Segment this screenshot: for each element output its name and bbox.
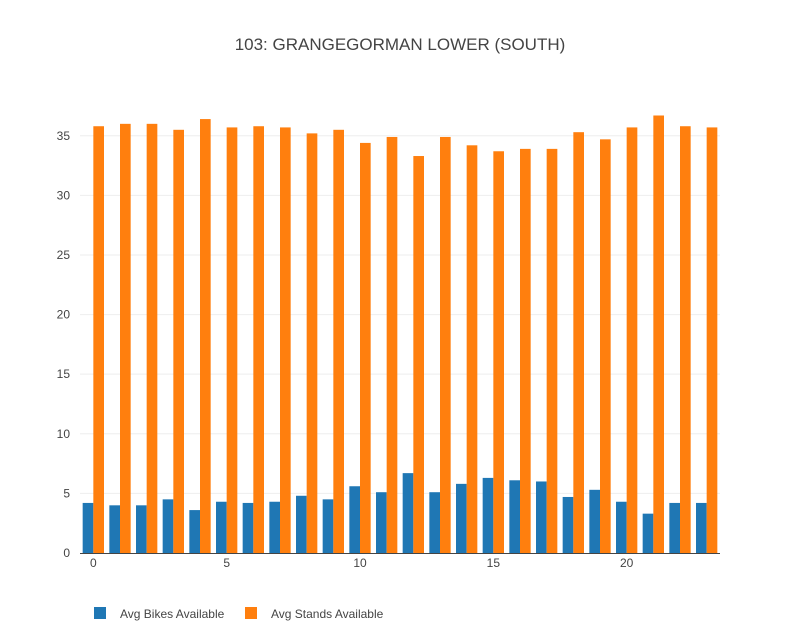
bikes-bar[interactable] bbox=[642, 513, 654, 553]
legend-label: Avg Bikes Available bbox=[120, 607, 225, 621]
bars bbox=[82, 115, 718, 554]
x-tick-label: 15 bbox=[487, 556, 501, 570]
stands-bar[interactable] bbox=[520, 148, 531, 553]
legend-swatch bbox=[94, 607, 106, 619]
stands-bar[interactable] bbox=[253, 126, 264, 553]
stands-bar[interactable] bbox=[93, 126, 104, 553]
x-tick-label: 5 bbox=[223, 556, 230, 570]
stands-bar[interactable] bbox=[573, 132, 584, 554]
bikes-bar[interactable] bbox=[482, 477, 494, 553]
stands-bar[interactable] bbox=[680, 126, 691, 553]
bikes-bar[interactable] bbox=[109, 505, 120, 553]
stands-bar[interactable] bbox=[200, 119, 211, 554]
legend[interactable]: Avg Bikes Available Avg Stands Available bbox=[94, 607, 384, 621]
bikes-bar[interactable] bbox=[429, 492, 440, 553]
bikes-bar[interactable] bbox=[82, 502, 94, 553]
legend-item-bikes[interactable]: Avg Bikes Available bbox=[94, 607, 225, 621]
bikes-bar[interactable] bbox=[136, 505, 147, 553]
chart-title: 103: GRANGEGORMAN LOWER (SOUTH) bbox=[235, 35, 566, 54]
stands-bar[interactable] bbox=[306, 133, 318, 553]
stands-bar[interactable] bbox=[386, 136, 398, 553]
stands-bar[interactable] bbox=[173, 129, 184, 554]
x-tick-label: 10 bbox=[353, 556, 367, 570]
stands-bar[interactable] bbox=[466, 145, 478, 554]
stands-bar[interactable] bbox=[226, 127, 238, 553]
legend-item-stands[interactable]: Avg Stands Available bbox=[245, 607, 384, 621]
stands-bar[interactable] bbox=[280, 127, 291, 553]
stands-bar[interactable] bbox=[360, 142, 371, 554]
bikes-bar[interactable] bbox=[216, 501, 227, 553]
x-tick-label: 0 bbox=[90, 556, 97, 570]
bikes-bar[interactable] bbox=[536, 481, 547, 553]
bikes-bar[interactable] bbox=[242, 502, 254, 553]
legend-swatch bbox=[245, 607, 257, 619]
y-tick-label: 15 bbox=[57, 367, 71, 381]
stands-bar[interactable] bbox=[120, 123, 131, 553]
bikes-bar[interactable] bbox=[669, 502, 680, 553]
y-tick-label: 10 bbox=[57, 427, 71, 441]
bikes-bar[interactable] bbox=[509, 480, 520, 553]
x-tick-label: 20 bbox=[620, 556, 634, 570]
stands-bar[interactable] bbox=[440, 136, 451, 553]
bikes-bar[interactable] bbox=[696, 502, 707, 553]
stands-bar[interactable] bbox=[653, 115, 664, 553]
stands-bar[interactable] bbox=[546, 148, 558, 553]
y-tick-label: 5 bbox=[63, 486, 70, 500]
bikes-bar[interactable] bbox=[349, 486, 360, 553]
bikes-bar[interactable] bbox=[589, 489, 600, 553]
bikes-bar[interactable] bbox=[296, 495, 307, 553]
stands-bar[interactable] bbox=[413, 156, 424, 554]
y-tick-label: 35 bbox=[57, 129, 71, 143]
stands-bar[interactable] bbox=[626, 127, 638, 553]
bikes-bar[interactable] bbox=[376, 492, 387, 553]
bikes-bar[interactable] bbox=[562, 496, 574, 553]
bikes-bar[interactable] bbox=[402, 473, 414, 553]
y-tick-label: 25 bbox=[57, 248, 71, 262]
y-tick-label: 0 bbox=[63, 546, 70, 560]
y-tick-label: 30 bbox=[57, 188, 71, 202]
bikes-bar[interactable] bbox=[456, 483, 467, 553]
stands-bar[interactable] bbox=[146, 123, 158, 553]
bikes-bar[interactable] bbox=[189, 510, 200, 553]
y-tick-label: 20 bbox=[57, 308, 71, 322]
legend-label: Avg Stands Available bbox=[271, 607, 384, 621]
gridlines bbox=[80, 135, 720, 494]
y-axis-ticks: 0 5 10 15 20 25 30 35 bbox=[57, 129, 71, 560]
bikes-bar[interactable] bbox=[616, 501, 627, 553]
stands-bar[interactable] bbox=[333, 129, 344, 554]
bikes-bar[interactable] bbox=[269, 501, 280, 553]
bikes-bar[interactable] bbox=[322, 499, 334, 553]
bikes-bar[interactable] bbox=[162, 499, 174, 553]
stands-bar[interactable] bbox=[600, 139, 611, 553]
stands-bar[interactable] bbox=[493, 151, 504, 553]
stands-bar[interactable] bbox=[706, 127, 718, 553]
x-axis-ticks: 0 5 10 15 20 bbox=[90, 556, 634, 570]
